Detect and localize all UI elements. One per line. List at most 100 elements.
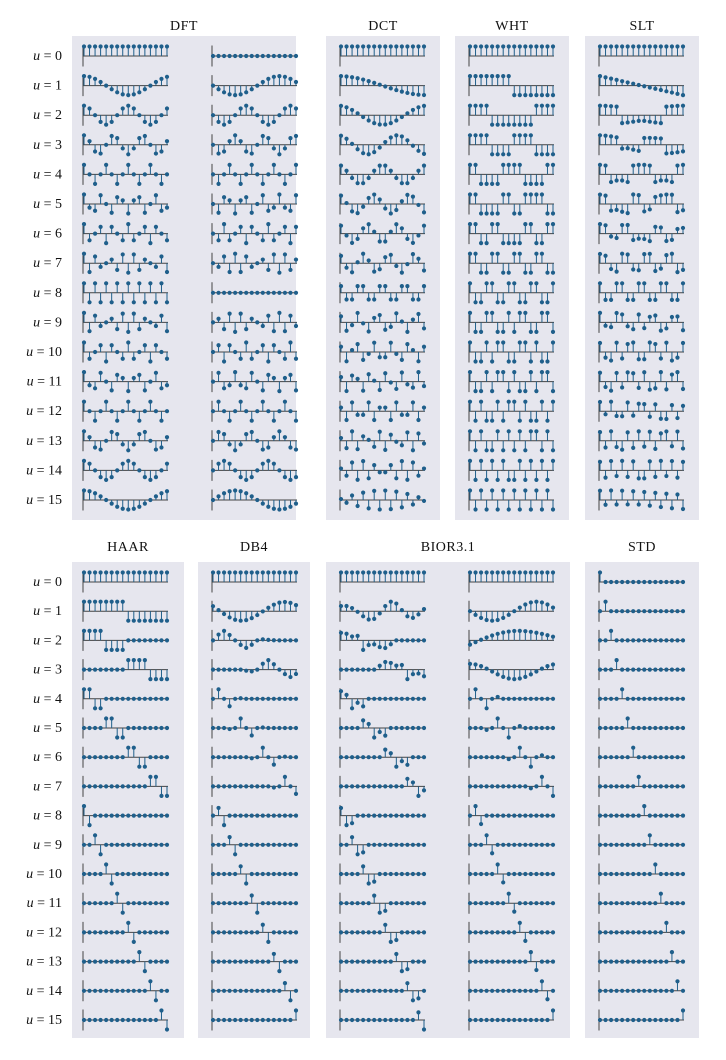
stem-marker (614, 473, 619, 479)
stem-marker (271, 951, 276, 957)
stem-marker (238, 930, 243, 935)
stem-marker (109, 959, 114, 964)
stem-marker (512, 570, 517, 575)
basis-row-slt-u9 (597, 310, 686, 333)
stem-marker (495, 340, 500, 345)
stem-marker (137, 901, 142, 906)
stem-marker (501, 570, 506, 575)
stem-marker (416, 813, 421, 818)
stem-marker (658, 458, 663, 463)
stem-marker (238, 696, 243, 701)
stem-marker (216, 343, 221, 348)
basis-row-dct-u7 (338, 251, 427, 275)
stem-marker (148, 142, 153, 147)
stem-marker (388, 380, 393, 385)
stem-marker (484, 901, 489, 906)
stem-marker (221, 667, 227, 672)
basis-row-bior_analysis-u8 (338, 805, 427, 828)
stem-marker (221, 359, 227, 364)
stem-marker (271, 238, 276, 243)
basis-row-wht-u5 (467, 192, 556, 216)
stem-marker (614, 281, 619, 286)
stem-marker (210, 290, 216, 295)
basis-row-dft_real-u1 (81, 74, 170, 98)
stem-marker (361, 77, 366, 82)
stem-marker (344, 930, 349, 935)
stem-marker (271, 146, 276, 151)
stem-marker (227, 632, 232, 638)
stem-marker (410, 252, 416, 257)
stem-marker (399, 759, 404, 764)
stem-marker (597, 281, 603, 286)
stem-marker (528, 133, 533, 138)
stem-marker (260, 133, 265, 139)
stem-marker (512, 628, 517, 634)
stem-marker (512, 930, 517, 935)
basis-row-wht-u13 (467, 429, 556, 453)
stem-marker (614, 370, 619, 376)
stem-marker (115, 930, 120, 935)
stem-marker (528, 507, 533, 512)
stem-marker (545, 162, 550, 167)
stem-marker (366, 195, 371, 201)
stem-marker (512, 241, 517, 246)
panel-title-bior3-1: BIOR3.1 (421, 540, 475, 555)
stem-marker (216, 87, 221, 92)
stem-marker (131, 442, 136, 447)
stem-marker (383, 922, 388, 927)
stem-marker (501, 959, 506, 964)
stem-marker (603, 297, 608, 303)
stem-marker (399, 608, 404, 613)
stem-marker (603, 502, 608, 507)
stem-marker (344, 500, 349, 505)
stem-marker (216, 959, 221, 964)
stem-marker (416, 671, 421, 676)
column-slt (597, 44, 686, 512)
stem-marker (120, 198, 125, 203)
stem-marker (288, 313, 293, 318)
stem-marker (159, 988, 164, 993)
stem-marker (490, 222, 495, 227)
stem-marker (81, 192, 87, 197)
stem-marker (421, 405, 427, 410)
stem-marker (210, 930, 216, 935)
stem-marker (394, 311, 399, 316)
stem-marker (377, 755, 382, 760)
stem-marker (478, 821, 484, 827)
stem-marker (293, 791, 299, 796)
stem-marker (608, 44, 614, 49)
stem-marker (120, 106, 125, 111)
stem-marker (473, 448, 478, 453)
stem-marker (399, 370, 404, 375)
stem-marker (490, 618, 495, 623)
stem-marker (159, 901, 164, 906)
stem-marker (653, 490, 658, 495)
stem-marker (244, 668, 249, 673)
stem-marker (338, 405, 344, 410)
panel-title-db4: DB4 (240, 540, 268, 555)
stem-marker (288, 674, 293, 680)
stem-marker (467, 103, 473, 108)
stem-marker (512, 609, 517, 614)
stem-marker (260, 79, 265, 85)
stem-marker (355, 260, 360, 265)
stem-marker (227, 53, 232, 59)
stem-marker (87, 988, 92, 993)
stem-marker (653, 341, 658, 347)
stem-marker (636, 476, 641, 481)
stem-marker (148, 842, 153, 847)
stem-marker (534, 477, 539, 482)
stem-marker (664, 429, 669, 434)
stem-marker (517, 340, 522, 345)
stem-marker (680, 340, 686, 346)
stem-marker (416, 92, 421, 97)
basis-row-bior_analysis-u3 (338, 659, 427, 682)
stem-marker (517, 871, 522, 877)
stem-marker (260, 501, 265, 506)
stem-marker (597, 340, 603, 346)
stem-marker (620, 488, 625, 493)
stem-marker (120, 988, 125, 993)
stem-marker (355, 725, 360, 731)
stem-marker (528, 181, 533, 186)
stem-marker (159, 231, 164, 236)
